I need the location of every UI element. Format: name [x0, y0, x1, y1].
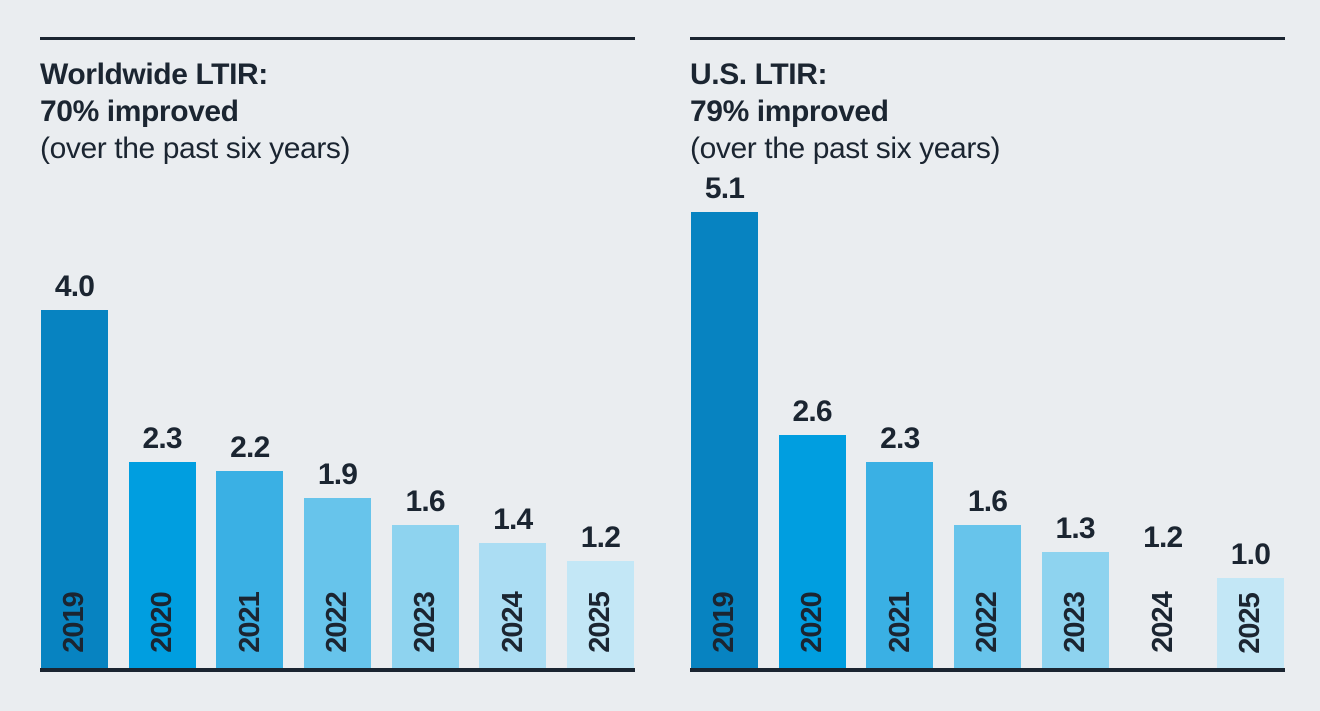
top-rule [40, 37, 635, 40]
bar-group: 4.0 2019 2.3 2020 2.2 2021 1.9 2022 1.6 2023 1.4 20… [41, 270, 634, 668]
bar-column-2025: 1.0 2025 [1216, 538, 1284, 668]
bar-year-label-box: 2020 [129, 576, 196, 668]
bar-2019: 2019 [691, 212, 758, 668]
bar-column-2019: 5.1 2019 [691, 172, 758, 668]
bar-2022: 2022 [303, 498, 371, 668]
chart-highlight: 70% improved [40, 95, 239, 128]
bar-column-2021: 2.3 2021 [866, 422, 934, 668]
chart-title: U.S. LTIR: [690, 58, 828, 91]
bar-group: 5.1 2019 2.6 2020 2.3 2021 1.6 2022 1.3 2023 1.2 20… [691, 172, 1284, 668]
bar-value-label: 1.4 [493, 503, 533, 536]
bar-year-label: 2020 [145, 591, 178, 653]
bar-2025: 2025 [1216, 578, 1284, 668]
bar-value-label: 1.3 [1055, 512, 1095, 545]
bar-column-2019: 4.0 2019 [41, 270, 108, 668]
bar-2024: 2024 [1129, 561, 1196, 668]
chart-worldwide-ltir: Worldwide LTIR: 70% improved (over the p… [40, 0, 635, 711]
bar-year-label: 2023 [408, 591, 441, 653]
bar-column-2023: 1.6 2023 [391, 485, 459, 668]
bar-year-label: 2024 [1146, 591, 1179, 653]
bar-2021: 2021 [216, 471, 284, 668]
bar-2023: 2023 [1041, 552, 1109, 668]
bar-year-label-box: 2022 [304, 576, 371, 668]
bar-year-label-box: 2020 [779, 576, 846, 668]
bar-year-label-box: 2019 [41, 576, 108, 668]
bar-year-label: 2022 [320, 591, 353, 653]
top-rule [690, 37, 1285, 40]
bar-column-2022: 1.6 2022 [953, 485, 1021, 668]
bar-value-label: 1.6 [967, 485, 1008, 518]
bar-year-label: 2022 [970, 591, 1003, 653]
chart-highlight: 79% improved [690, 95, 889, 128]
bar-value-label: 1.2 [580, 521, 621, 554]
bar-year-label-box: 2021 [866, 576, 933, 668]
bar-column-2024: 1.4 2024 [479, 503, 547, 668]
chart-note: (over the past six years) [40, 132, 351, 165]
x-axis-baseline [40, 668, 635, 672]
bar-year-label: 2024 [496, 591, 529, 653]
bar-year-label: 2023 [1058, 591, 1091, 653]
bar-2020: 2020 [778, 435, 846, 668]
bar-value-label: 1.2 [1143, 521, 1183, 554]
bar-year-label-box: 2025 [567, 576, 634, 668]
bar-2023: 2023 [391, 525, 459, 668]
bar-2019: 2019 [41, 310, 108, 668]
chart-note: (over the past six years) [690, 132, 1001, 165]
bar-value-label: 2.3 [142, 422, 183, 455]
bar-column-2024: 1.2 2024 [1129, 521, 1196, 668]
x-axis-baseline [690, 668, 1285, 672]
bar-value-label: 5.1 [704, 172, 745, 205]
bar-column-2020: 2.6 2020 [778, 395, 846, 668]
bar-value-label: 2.2 [230, 431, 270, 464]
bar-value-label: 4.0 [54, 270, 95, 303]
bar-year-label-box: 2021 [216, 576, 283, 668]
bar-value-label: 1.9 [317, 458, 358, 491]
bar-2025: 2025 [566, 561, 634, 668]
bar-year-label-box: 2025 [1217, 578, 1284, 668]
bar-value-label: 1.0 [1230, 538, 1271, 571]
bar-2022: 2022 [953, 525, 1021, 668]
bar-year-label-box: 2023 [392, 576, 459, 668]
bar-year-label-box: 2022 [954, 576, 1021, 668]
bar-year-label: 2021 [233, 591, 266, 653]
bar-year-label-box: 2023 [1042, 576, 1109, 668]
bar-2020: 2020 [128, 462, 196, 668]
chart-title-block: U.S. LTIR: 79% improved (over the past s… [690, 56, 1001, 167]
bar-year-label: 2020 [795, 591, 828, 653]
bar-year-label: 2019 [57, 591, 90, 653]
bar-year-label-box: 2024 [479, 576, 546, 668]
chart-us-ltir: U.S. LTIR: 79% improved (over the past s… [690, 0, 1285, 711]
bar-value-label: 2.3 [880, 422, 920, 455]
bar-column-2021: 2.2 2021 [216, 431, 284, 668]
bar-2021: 2021 [866, 462, 934, 668]
bar-year-label: 2019 [707, 591, 740, 653]
bar-value-label: 2.6 [792, 395, 833, 428]
bar-column-2025: 1.2 2025 [566, 521, 634, 668]
bar-value-label: 1.6 [405, 485, 445, 518]
bar-year-label: 2025 [583, 591, 616, 653]
chart-title: Worldwide LTIR: [40, 58, 268, 91]
bar-column-2020: 2.3 2020 [128, 422, 196, 668]
chart-title-block: Worldwide LTIR: 70% improved (over the p… [40, 56, 351, 167]
bar-year-label-box: 2019 [691, 576, 758, 668]
bar-year-label: 2025 [1233, 592, 1266, 654]
bar-year-label-box: 2024 [1129, 576, 1196, 668]
bar-2024: 2024 [479, 543, 547, 668]
bar-column-2022: 1.9 2022 [303, 458, 371, 668]
bar-column-2023: 1.3 2023 [1041, 512, 1109, 668]
bar-year-label: 2021 [883, 591, 916, 653]
